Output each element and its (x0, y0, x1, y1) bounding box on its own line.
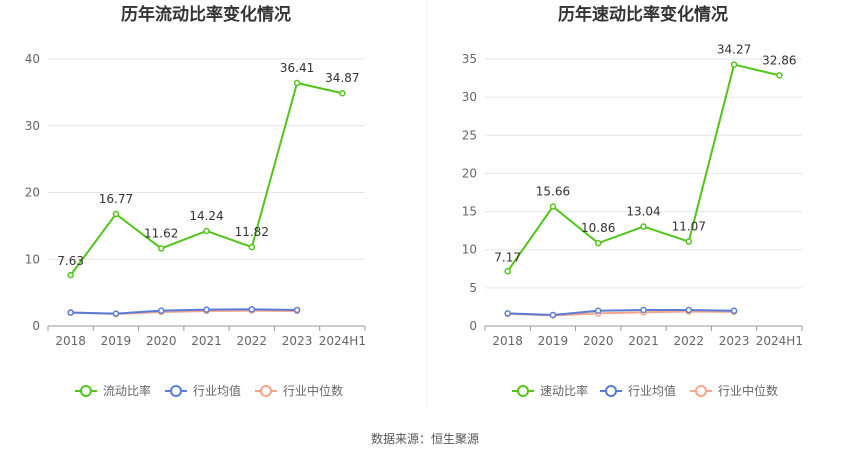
y-tick-label: 0 (32, 319, 40, 333)
data-point (549, 203, 557, 210)
y-tick-label: 25 (462, 128, 477, 142)
legend-item[interactable]: 流动比率 (75, 383, 151, 398)
legend-marker-icon (260, 385, 272, 397)
x-tick-label: 2021 (191, 334, 222, 348)
data-point (67, 309, 74, 316)
legend-item[interactable]: 行业中位数 (255, 383, 343, 398)
current-ratio-chart: 历年流动比率变化情况 0 10 20 30 40 2018 2019 2020 2021 2022 2… (25, 4, 366, 398)
data-point (594, 239, 602, 247)
data-label: 34.27 (717, 43, 751, 57)
x-tick-label: 2020 (583, 334, 614, 348)
data-label: 13.04 (626, 205, 660, 219)
data-label: 34.87 (325, 71, 359, 85)
legend-label: 行业中位数 (283, 383, 343, 398)
legend-label: 速动比率 (540, 383, 588, 398)
data-point (640, 306, 647, 314)
chart-title: 历年速动比率变化情况 (558, 4, 728, 25)
data-point (685, 238, 693, 245)
quick-ratio-chart: 历年速动比率变化情况 0 5 10 15 20 25 30 35 2018 2019 2020 2021… (462, 4, 803, 398)
data-label: 7.17 (494, 250, 521, 264)
y-tick-label: 40 (25, 52, 40, 66)
legend-marker-icon (170, 385, 182, 397)
y-tick-label: 10 (462, 243, 477, 257)
data-point (594, 307, 602, 314)
y-tick-label: 35 (462, 52, 477, 66)
data-label: 32.86 (762, 53, 796, 67)
legend-label: 流动比率 (103, 383, 151, 398)
data-point (203, 306, 210, 313)
y-tick-label: 15 (462, 205, 477, 219)
series-line (507, 308, 735, 316)
data-point (730, 61, 738, 68)
data-label: 14.24 (189, 209, 223, 223)
chart-title: 历年流动比率变化情况 (121, 4, 291, 25)
data-point (640, 223, 647, 230)
legend-item[interactable]: 行业均值 (600, 383, 676, 398)
data-point (293, 306, 301, 314)
data-point (248, 306, 256, 313)
x-tick-label: 2023 (282, 334, 313, 348)
data-point (549, 311, 557, 319)
x-tick-label: 2019 (538, 334, 569, 348)
legend-marker-icon (695, 385, 707, 397)
data-point (67, 271, 74, 279)
x-tick-label: 2018 (55, 334, 86, 348)
data-point (157, 245, 165, 252)
data-point (112, 210, 120, 218)
data-label: 11.82 (235, 225, 269, 239)
data-point (157, 307, 165, 314)
data-point (685, 306, 693, 314)
x-tick-label: 2022 (674, 334, 705, 348)
x-tick-label: 2021 (628, 334, 659, 348)
data-point (248, 243, 256, 251)
x-tick-label: 2023 (719, 334, 750, 348)
x-tick-label: 2022 (237, 334, 268, 348)
x-tick-label: 2024H1 (319, 334, 366, 348)
legend-marker-icon (605, 385, 617, 397)
data-label: 11.07 (672, 220, 706, 234)
series-line (506, 63, 780, 272)
data-point (504, 310, 511, 317)
x-tick-label: 2019 (101, 334, 132, 348)
y-tick-label: 10 (25, 252, 40, 266)
data-label: 7.63 (57, 254, 84, 268)
data-point (203, 227, 210, 235)
legend-label: 行业中位数 (718, 383, 778, 398)
data-point (293, 79, 301, 87)
data-point (112, 310, 120, 317)
y-tick-label: 20 (25, 186, 40, 200)
x-tick-label: 2020 (146, 334, 177, 348)
y-tick-label: 0 (469, 319, 477, 333)
data-point (776, 72, 783, 79)
data-label: 36.41 (280, 61, 314, 75)
x-tick-label: 2018 (492, 334, 523, 348)
legend-item[interactable]: 行业均值 (165, 383, 241, 398)
legend-label: 行业均值 (628, 383, 676, 398)
data-label: 10.86 (581, 221, 615, 235)
data-label: 16.77 (99, 192, 133, 206)
series-line (70, 308, 298, 315)
y-tick-label: 30 (462, 90, 477, 104)
data-point (504, 268, 511, 275)
series-line (69, 81, 343, 276)
y-tick-label: 20 (462, 166, 477, 180)
data-point (730, 307, 738, 314)
y-tick-label: 5 (469, 281, 477, 295)
y-tick-label: 30 (25, 119, 40, 133)
data-point (339, 89, 346, 97)
legend-marker-icon (517, 385, 529, 397)
legend-item[interactable]: 行业中位数 (690, 383, 778, 398)
data-label: 15.66 (536, 185, 570, 199)
legend-marker-icon (80, 385, 92, 397)
legend-item[interactable]: 速动比率 (512, 383, 588, 398)
legend-label: 行业均值 (193, 383, 241, 398)
data-label: 11.62 (144, 226, 178, 240)
source-note: 数据来源：恒生聚源 (371, 431, 479, 446)
x-tick-label: 2024H1 (756, 334, 803, 348)
